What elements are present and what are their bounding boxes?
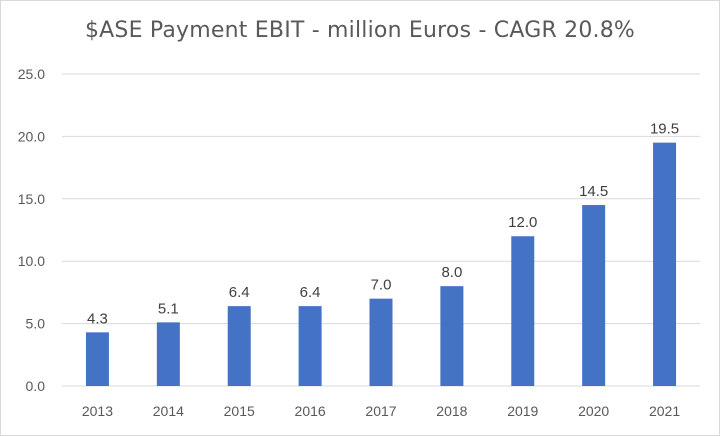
data-label: 7.0 [371,277,392,294]
bar [582,205,606,386]
y-tick-label: 5.0 [26,316,46,332]
data-label: 6.4 [300,284,321,301]
x-tick-label: 2019 [507,403,538,419]
x-tick-label: 2013 [82,403,113,419]
data-label: 19.5 [650,121,679,138]
data-label: 14.5 [579,183,608,200]
bar [156,322,180,386]
bar [85,332,109,386]
bar [227,306,251,386]
y-tick-label: 0.0 [26,378,46,394]
x-tick-label: 2014 [153,403,184,419]
x-tick-label: 2015 [224,403,255,419]
bar [653,142,677,386]
y-tick-label: 15.0 [18,191,45,207]
x-tick-label: 2018 [436,403,467,419]
bar [298,306,322,386]
chart-title: $ASE Payment EBIT - million Euros - CAGR… [84,18,636,43]
y-tick-label: 10.0 [18,253,45,269]
bar [440,286,464,386]
data-label: 4.3 [87,310,108,327]
bar [511,236,535,386]
data-label: 5.1 [158,300,179,317]
y-tick-label: 20.0 [18,128,45,144]
x-tick-label: 2021 [649,403,680,419]
data-label: 12.0 [508,214,537,231]
y-tick-label: 25.0 [18,66,45,82]
x-tick-label: 2020 [578,403,609,419]
x-tick-label: 2016 [295,403,326,419]
bar [369,298,393,386]
x-tick-label: 2017 [365,403,396,419]
data-label: 8.0 [441,264,462,281]
data-label: 6.4 [229,284,250,301]
